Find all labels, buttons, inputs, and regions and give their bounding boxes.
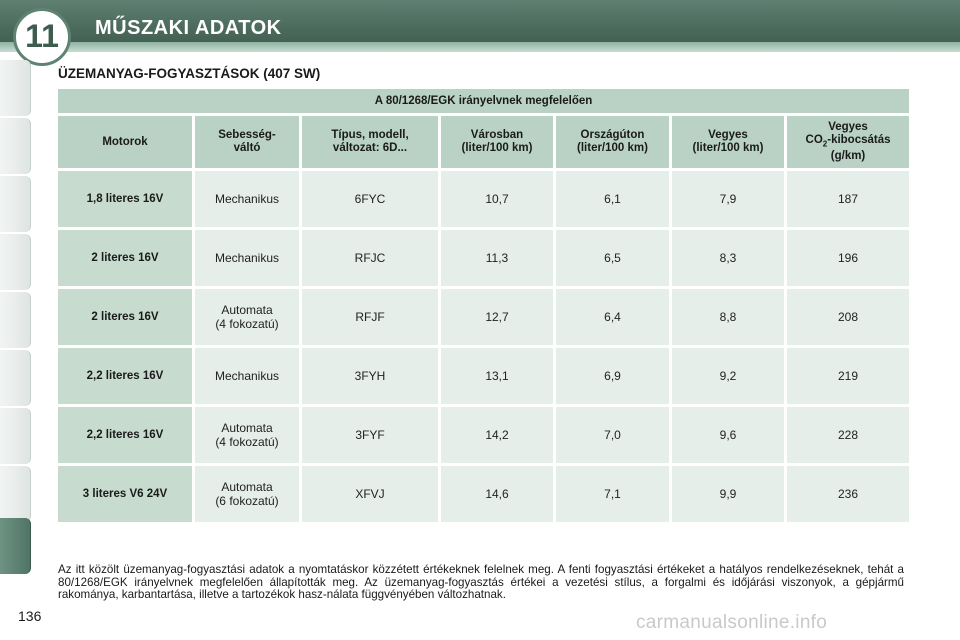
cell-mixed: 9,6 xyxy=(672,407,784,463)
cell-type: 6FYC xyxy=(302,171,438,227)
chapter-tab[interactable] xyxy=(0,292,31,348)
cell-engine: 2,2 literes 16V xyxy=(58,407,192,463)
chapter-tab[interactable] xyxy=(0,408,31,464)
cell-co2: 187 xyxy=(787,171,910,227)
cell-road: 7,1 xyxy=(556,466,669,522)
chapter-tabs xyxy=(0,60,34,580)
chapter-tab-active[interactable] xyxy=(0,518,31,574)
cell-co2: 219 xyxy=(787,348,910,404)
cell-type: RFJC xyxy=(302,230,438,286)
table-row: 2 literes 16V Mechanikus RFJC 11,3 6,5 8,3 196 xyxy=(58,230,910,286)
column-header: Országúton (liter/100 km) xyxy=(556,116,669,168)
chapter-tab[interactable] xyxy=(0,118,31,174)
header-stripe xyxy=(0,42,960,52)
cell-mixed: 8,3 xyxy=(672,230,784,286)
cell-city: 11,3 xyxy=(441,230,553,286)
cell-engine: 3 literes V6 24V xyxy=(58,466,192,522)
cell-road: 6,9 xyxy=(556,348,669,404)
consumption-table: A 80/1268/EGK irányelvnek megfelelően Mo… xyxy=(58,89,910,525)
page-title: MŰSZAKI ADATOK xyxy=(95,17,282,39)
table-row: 3 literes V6 24V Automata (6 fokozatú) XFV… xyxy=(58,466,910,522)
table-row: 2 literes 16V Automata (4 fokozatú) RFJF 12… xyxy=(58,289,910,345)
cell-engine: 2 literes 16V xyxy=(58,230,192,286)
cell-gearbox: Mechanikus xyxy=(195,230,299,286)
cell-road: 6,5 xyxy=(556,230,669,286)
cell-gearbox: Mechanikus xyxy=(195,171,299,227)
cell-gearbox: Automata (6 fokozatú) xyxy=(195,466,299,522)
cell-gearbox: Automata (4 fokozatú) xyxy=(195,289,299,345)
table-row: 2,2 literes 16V Mechanikus 3FYH 13,1 6,9 9,2 2… xyxy=(58,348,910,404)
cell-gearbox: Automata (4 fokozatú) xyxy=(195,407,299,463)
cell-city: 13,1 xyxy=(441,348,553,404)
cell-co2: 196 xyxy=(787,230,910,286)
cell-type: 3FYF xyxy=(302,407,438,463)
cell-mixed: 9,9 xyxy=(672,466,784,522)
co2-header-line1: Vegyes xyxy=(828,120,868,133)
page-number: 136 xyxy=(18,608,42,624)
cell-road: 7,0 xyxy=(556,407,669,463)
cell-mixed: 9,2 xyxy=(672,348,784,404)
column-header: Városban (liter/100 km) xyxy=(441,116,553,168)
cell-engine: 1,8 literes 16V xyxy=(58,171,192,227)
cell-gearbox: Mechanikus xyxy=(195,348,299,404)
cell-engine: 2 literes 16V xyxy=(58,289,192,345)
note-paragraph: Az itt közölt üzemanyag-fogyasztási adat… xyxy=(58,563,904,602)
column-header: Motorok xyxy=(58,116,192,168)
column-header: Típus, modell, változat: 6D... xyxy=(302,116,438,168)
cell-type: 3FYH xyxy=(302,348,438,404)
chapter-tab[interactable] xyxy=(0,176,31,232)
section-title: ÜZEMANYAG-FOGYASZTÁSOK (407 SW) xyxy=(58,66,321,81)
cell-type: XFVJ xyxy=(302,466,438,522)
cell-road: 6,4 xyxy=(556,289,669,345)
co2-header-line3: (g/km) xyxy=(830,150,866,163)
cell-mixed: 7,9 xyxy=(672,171,784,227)
cell-engine: 2,2 literes 16V xyxy=(58,348,192,404)
column-header: Vegyes (liter/100 km) xyxy=(672,116,784,168)
cell-type: RFJF xyxy=(302,289,438,345)
cell-city: 14,6 xyxy=(441,466,553,522)
cell-mixed: 8,8 xyxy=(672,289,784,345)
watermark: carmanualsonline.info xyxy=(636,612,828,633)
column-header: Sebesség- váltó xyxy=(195,116,299,168)
table-row: 1,8 literes 16V Mechanikus 6FYC 10,7 6,1 7,9 1… xyxy=(58,171,910,227)
cell-city: 10,7 xyxy=(441,171,553,227)
chapter-tab[interactable] xyxy=(0,234,31,290)
cell-co2: 228 xyxy=(787,407,910,463)
page-header xyxy=(0,0,960,52)
co2-header-co: CO xyxy=(805,133,823,146)
co2-header-sub: 2 xyxy=(822,139,828,149)
cell-road: 6,1 xyxy=(556,171,669,227)
column-header-co2: Vegyes CO2-kibocsátás (g/km) xyxy=(787,116,910,168)
cell-co2: 208 xyxy=(787,289,910,345)
table-caption: A 80/1268/EGK irányelvnek megfelelően xyxy=(58,89,910,113)
chapter-number-badge: 11 xyxy=(13,8,71,66)
cell-co2: 236 xyxy=(787,466,910,522)
cell-city: 12,7 xyxy=(441,289,553,345)
table-row: 2,2 literes 16V Automata (4 fokozatú) 3FYF… xyxy=(58,407,910,463)
chapter-tab[interactable] xyxy=(0,60,31,116)
chapter-tab[interactable] xyxy=(0,466,31,522)
co2-header-line2: -kibocsátás xyxy=(827,133,891,146)
chapter-tab[interactable] xyxy=(0,350,31,406)
cell-city: 14,2 xyxy=(441,407,553,463)
table-header-row: Motorok Sebesség- váltó Típus, modell, v… xyxy=(58,116,910,168)
